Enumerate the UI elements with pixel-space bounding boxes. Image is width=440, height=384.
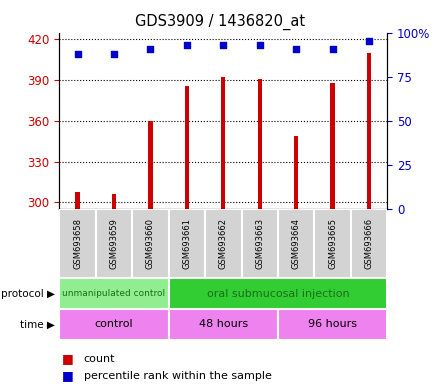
Bar [148,121,153,209]
Text: percentile rank within the sample: percentile rank within the sample [84,371,271,381]
Bar [367,53,371,209]
Point [110,51,117,57]
Point [293,45,300,51]
Text: GDS3909 / 1436820_at: GDS3909 / 1436820_at [135,13,305,30]
Text: GSM693660: GSM693660 [146,218,155,269]
Text: ■: ■ [62,353,73,366]
Bar [59,209,96,278]
Text: GSM693663: GSM693663 [255,218,264,270]
Bar [59,278,169,309]
Point [256,42,263,48]
Point [183,42,191,48]
Text: GSM693664: GSM693664 [292,218,301,269]
Text: GSM693659: GSM693659 [110,218,118,269]
Bar [112,194,116,209]
Bar [205,209,242,278]
Text: ■: ■ [62,369,73,382]
Text: GSM693662: GSM693662 [219,218,228,269]
Text: GSM693666: GSM693666 [364,218,374,270]
Text: 48 hours: 48 hours [199,319,248,329]
Bar [257,79,262,209]
Text: control: control [95,319,133,329]
Bar [59,309,169,340]
Bar [132,209,169,278]
Bar [278,209,314,278]
Bar [221,78,225,209]
Point [366,38,373,45]
Bar [294,136,298,209]
Bar [75,192,80,209]
Bar [351,209,387,278]
Text: count: count [84,354,115,364]
Bar [169,278,387,309]
Point [147,45,154,51]
Bar [185,86,189,209]
Bar [96,209,132,278]
Text: GSM693658: GSM693658 [73,218,82,269]
Bar [242,209,278,278]
Text: oral submucosal injection: oral submucosal injection [207,289,349,299]
Bar [330,83,335,209]
Bar [278,309,387,340]
Point [329,45,336,51]
Text: GSM693665: GSM693665 [328,218,337,269]
Bar [169,309,278,340]
Bar [314,209,351,278]
Text: time ▶: time ▶ [20,319,55,329]
Point [74,51,81,57]
Bar [169,209,205,278]
Text: GSM693661: GSM693661 [182,218,191,269]
Text: unmanipulated control: unmanipulated control [62,289,165,298]
Point [220,42,227,48]
Text: protocol ▶: protocol ▶ [1,289,55,299]
Text: 96 hours: 96 hours [308,319,357,329]
